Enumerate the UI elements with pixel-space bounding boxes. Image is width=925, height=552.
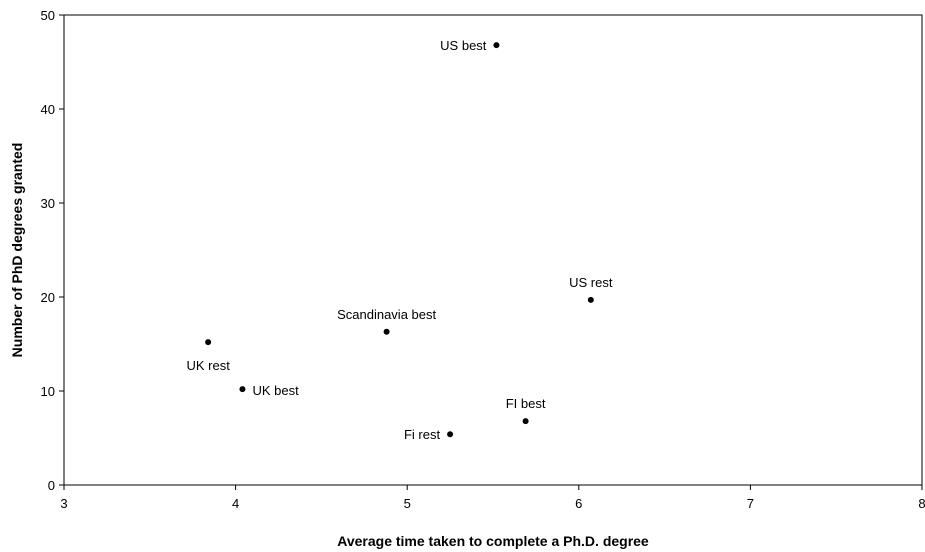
data-label: US best xyxy=(440,38,487,53)
y-tick-label: 30 xyxy=(41,196,55,211)
x-axis-title: Average time taken to complete a Ph.D. d… xyxy=(337,533,649,549)
data-label: UK best xyxy=(252,383,299,398)
x-tick-label: 3 xyxy=(60,496,67,511)
x-tick-label: 4 xyxy=(232,496,239,511)
data-point xyxy=(522,418,529,425)
data-point xyxy=(493,42,500,49)
y-tick-label: 50 xyxy=(41,8,55,23)
x-tick-label: 5 xyxy=(404,496,411,511)
data-label: FI best xyxy=(506,396,546,411)
data-point xyxy=(447,431,454,438)
data-label: US rest xyxy=(569,275,613,290)
data-label: UK rest xyxy=(186,358,230,373)
y-tick-label: 0 xyxy=(48,478,55,493)
data-point xyxy=(205,339,212,346)
y-tick-label: 40 xyxy=(41,102,55,117)
y-tick-label: 10 xyxy=(41,384,55,399)
y-axis-title: Number of PhD degrees granted xyxy=(9,143,25,358)
y-axis: 0 10 20 30 40 50 xyxy=(41,8,64,493)
data-points: US best US rest Scandinavia best UK rest UK … xyxy=(186,38,612,442)
data-label: Fi rest xyxy=(404,427,441,442)
plot-area xyxy=(63,14,923,486)
x-axis: 3 4 5 6 7 8 xyxy=(60,485,925,511)
x-tick-label: 7 xyxy=(747,496,754,511)
data-label: Scandinavia best xyxy=(337,307,436,322)
data-point xyxy=(239,386,246,393)
data-point xyxy=(383,328,390,335)
x-tick-label: 8 xyxy=(918,496,925,511)
data-point xyxy=(587,296,594,303)
y-tick-label: 20 xyxy=(41,290,55,305)
x-tick-label: 6 xyxy=(575,496,582,511)
